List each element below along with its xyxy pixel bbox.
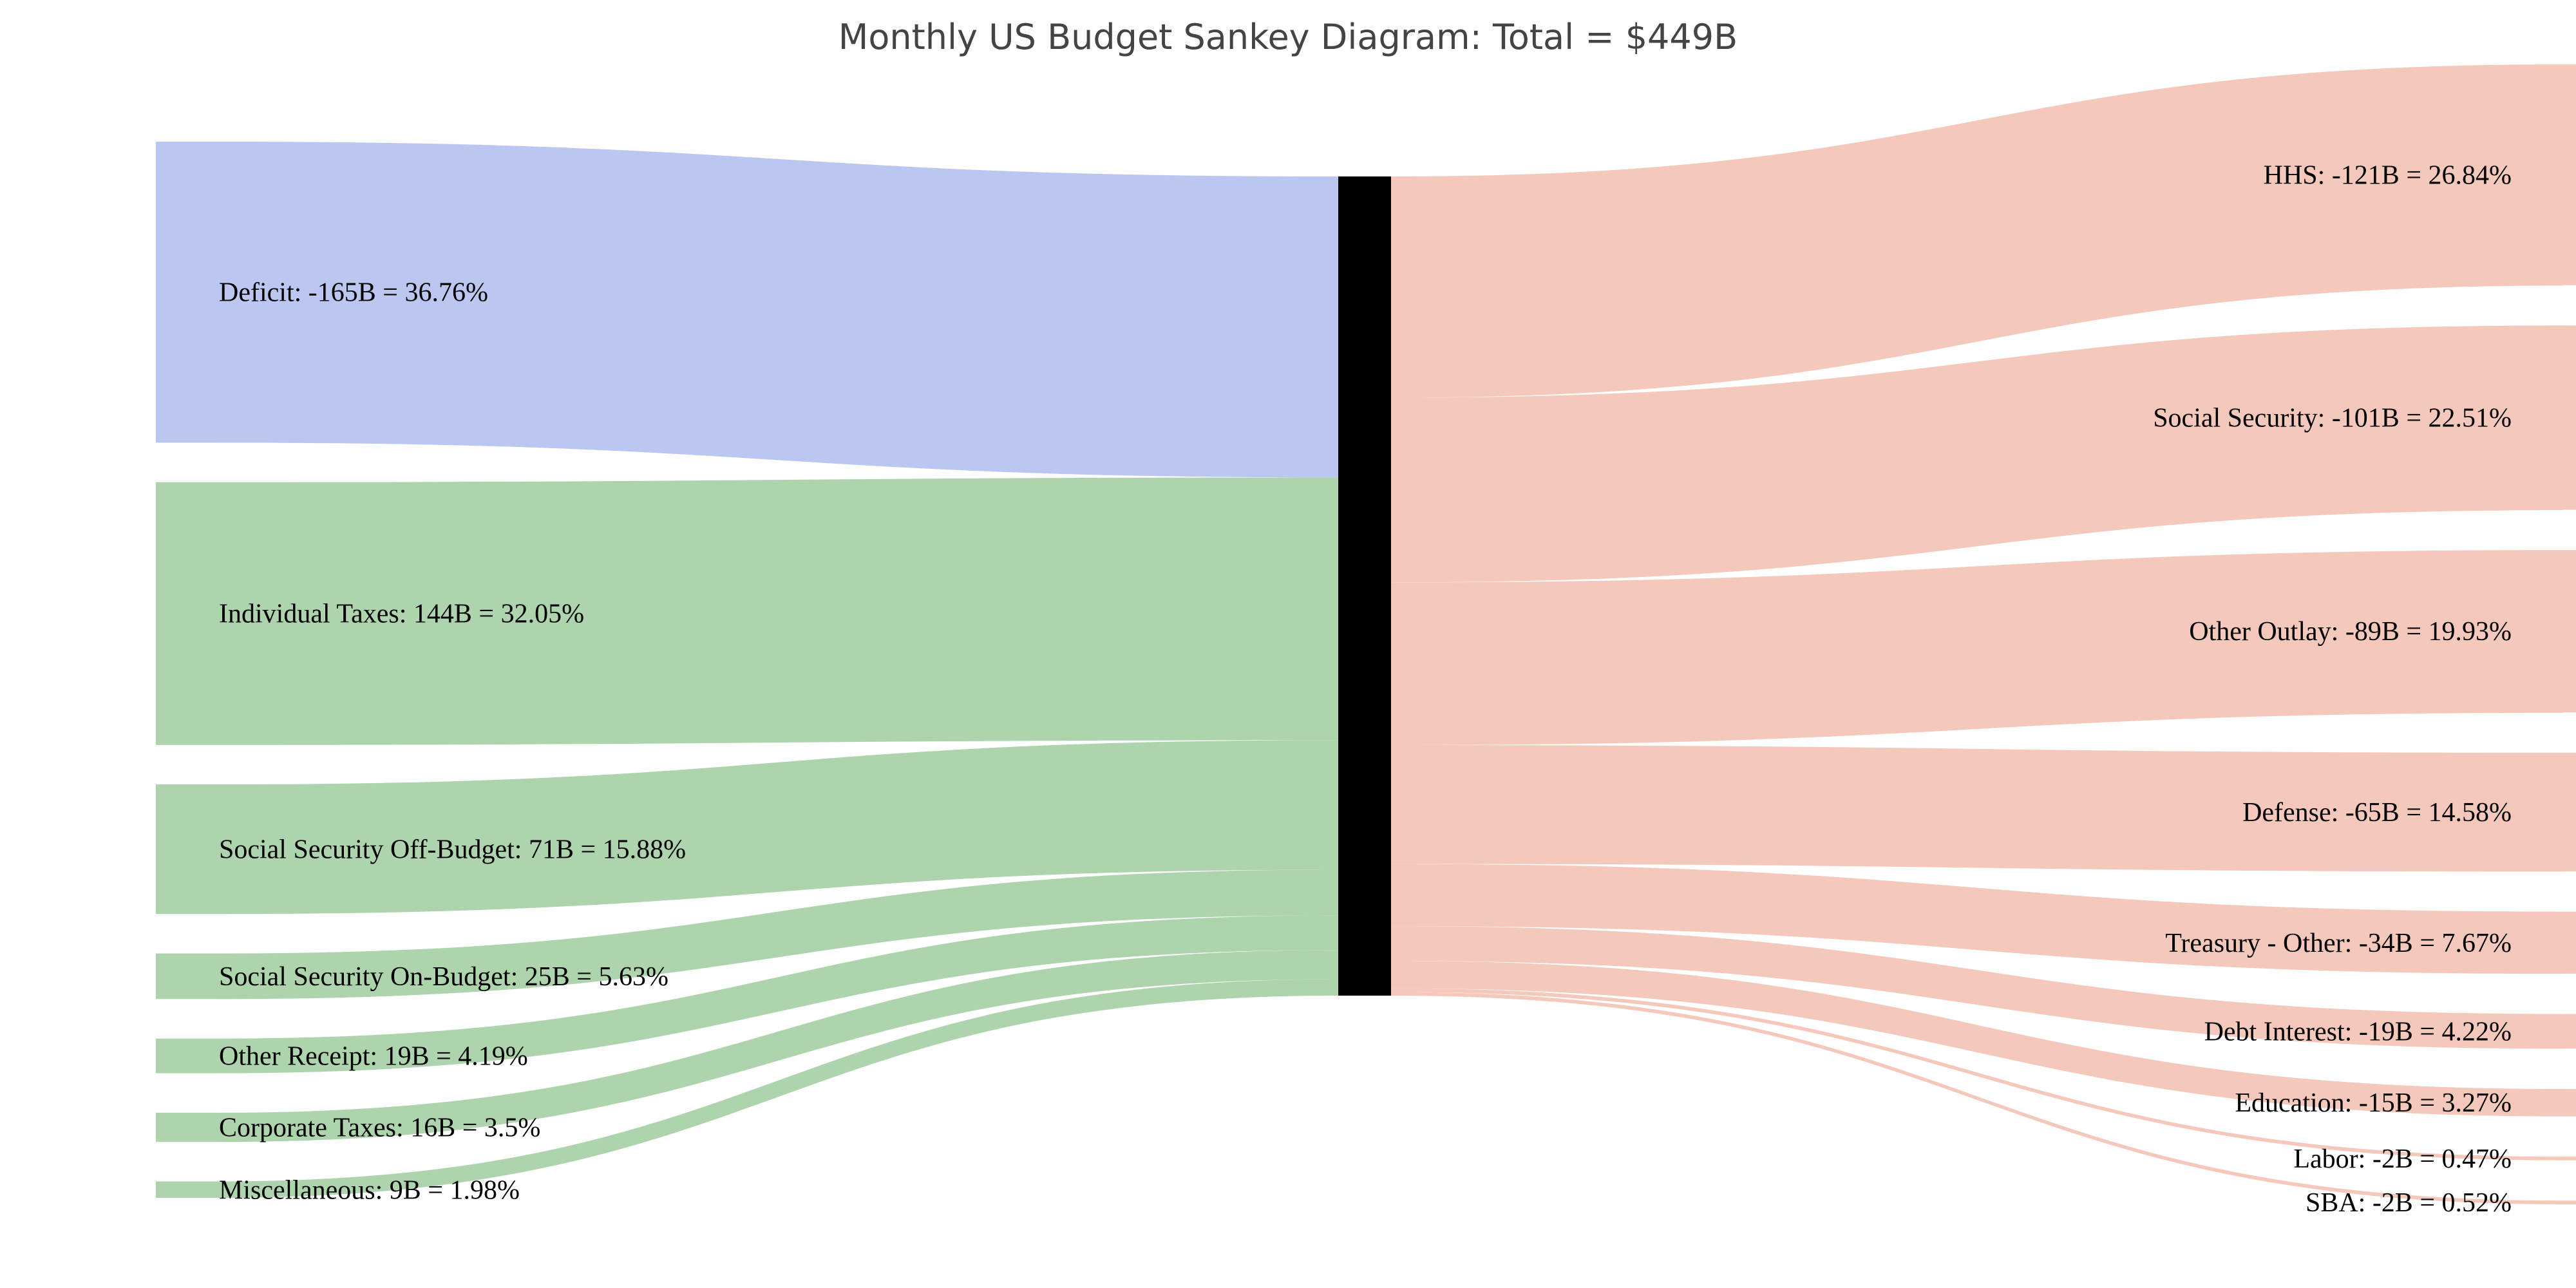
- link-corporate-taxes[interactable]: [219, 950, 1338, 1142]
- link-deficit[interactable]: [219, 142, 1338, 478]
- label-sba: SBA: -2B = 0.52%: [2306, 1188, 2512, 1218]
- chart-title: Monthly US Budget Sankey Diagram: Total …: [838, 18, 1738, 58]
- link-hhs[interactable]: [1391, 64, 2563, 398]
- center-budget-node[interactable]: [1338, 176, 1391, 996]
- link-social-security-on-budget[interactable]: [219, 869, 1338, 999]
- link-miscellaneous[interactable]: [219, 979, 1338, 1198]
- node-social-security-on-budget[interactable]: [156, 953, 219, 999]
- source-nodes: [156, 142, 219, 1198]
- label-hhs: HHS: -121B = 26.84%: [2264, 160, 2512, 190]
- label-corporate-taxes: Corporate Taxes: 16B = 3.5%: [219, 1113, 540, 1143]
- label-labor: Labor: -2B = 0.47%: [2293, 1144, 2512, 1174]
- label-social-security-off-budget: Social Security Off-Budget: 71B = 15.88%: [219, 835, 686, 865]
- source-labels: Deficit: -165B = 36.76% Individual Taxes:…: [219, 278, 686, 1206]
- node-miscellaneous[interactable]: [156, 1181, 219, 1198]
- link-defense[interactable]: [1391, 745, 2563, 872]
- node-labor[interactable]: [2563, 1157, 2576, 1160]
- link-debt-interest[interactable]: [1391, 926, 2563, 1049]
- target-labels: HHS: -121B = 26.84% Social Security: -101…: [2153, 160, 2512, 1218]
- node-hhs[interactable]: [2563, 64, 2576, 285]
- node-individual-taxes[interactable]: [156, 482, 219, 745]
- label-miscellaneous: Miscellaneous: 9B = 1.98%: [219, 1175, 520, 1205]
- label-social-security: Social Security: -101B = 22.51%: [2153, 403, 2512, 433]
- node-social-security-off-budget[interactable]: [156, 784, 219, 914]
- link-individual-taxes[interactable]: [219, 477, 1338, 745]
- node-debt-interest[interactable]: [2563, 1014, 2576, 1049]
- link-other-outlay[interactable]: [1391, 550, 2563, 746]
- node-sba[interactable]: [2563, 1200, 2576, 1204]
- source-links: [219, 142, 1338, 1198]
- label-treasury-other: Treasury - Other: -34B = 7.67%: [2165, 929, 2512, 958]
- label-other-outlay: Other Outlay: -89B = 19.93%: [2189, 617, 2512, 647]
- target-nodes: [2563, 64, 2576, 1204]
- label-other-receipt: Other Receipt: 19B = 4.19%: [219, 1042, 528, 1072]
- node-treasury-other[interactable]: [2563, 911, 2576, 974]
- node-defense[interactable]: [2563, 752, 2576, 872]
- link-education[interactable]: [1391, 961, 2563, 1117]
- node-other-receipt[interactable]: [156, 1038, 219, 1074]
- label-debt-interest: Debt Interest: -19B = 4.22%: [2204, 1017, 2512, 1046]
- node-social-security[interactable]: [2563, 325, 2576, 510]
- label-deficit: Deficit: -165B = 36.76%: [219, 278, 488, 308]
- label-defense: Defense: -65B = 14.58%: [2242, 798, 2512, 828]
- label-social-security-on-budget: Social Security On-Budget: 25B = 5.63%: [219, 962, 668, 992]
- node-deficit[interactable]: [156, 142, 219, 443]
- link-social-security[interactable]: [1391, 325, 2563, 583]
- node-other-outlay[interactable]: [2563, 550, 2576, 713]
- node-education[interactable]: [2563, 1088, 2576, 1117]
- link-sba[interactable]: [1391, 992, 2563, 1205]
- label-education: Education: -15B = 3.27%: [2235, 1088, 2512, 1118]
- link-other-receipt[interactable]: [219, 915, 1338, 1074]
- label-individual-taxes: Individual Taxes: 144B = 32.05%: [219, 600, 584, 629]
- link-treasury-other[interactable]: [1391, 864, 2563, 974]
- target-links: [1391, 64, 2563, 1205]
- link-social-security-off-budget[interactable]: [219, 740, 1338, 914]
- link-labor[interactable]: [1391, 988, 2563, 1160]
- node-corporate-taxes[interactable]: [156, 1112, 219, 1142]
